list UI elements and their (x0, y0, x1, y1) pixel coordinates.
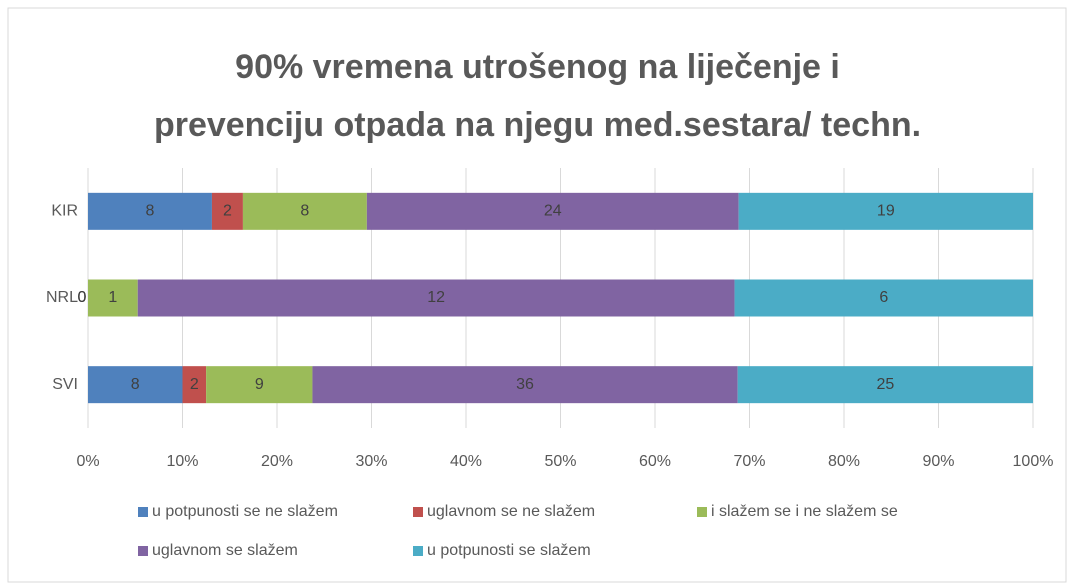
x-tick-label: 30% (355, 453, 387, 470)
legend-marker (413, 507, 423, 517)
data-label: 8 (146, 203, 155, 220)
y-tick-label: SVI (52, 376, 78, 393)
data-label: 0 (78, 289, 87, 306)
y-tick-label: KIR (51, 203, 78, 220)
data-label: 2 (223, 203, 232, 220)
x-tick-label: 0% (76, 453, 99, 470)
data-label: 0 (78, 289, 87, 306)
bar-segment (366, 192, 739, 230)
bar-segment (182, 366, 207, 404)
x-tick-label: 50% (544, 453, 576, 470)
legend-marker (138, 507, 148, 517)
bar-segment (206, 366, 313, 404)
x-tick-label: 80% (828, 453, 860, 470)
legend-marker (697, 507, 707, 517)
bar-segment (88, 192, 212, 230)
bar-segment (738, 192, 1033, 230)
data-label: 8 (300, 203, 309, 220)
bar-segment (734, 279, 1033, 317)
data-label: 25 (876, 376, 894, 393)
chart-title: 90% vremena utrošenog na liječenje i pre… (153, 48, 922, 144)
data-label: 36 (516, 376, 534, 393)
legend-label: i slažem se i ne slažem se (711, 503, 898, 520)
x-tick-label: 70% (733, 453, 765, 470)
bar-segment (88, 366, 183, 404)
x-tick-label: 90% (922, 453, 954, 470)
data-label: 19 (877, 203, 895, 220)
legend-marker (413, 546, 423, 556)
legend-label: uglavnom se slažem (152, 542, 298, 559)
data-label: 8 (131, 376, 140, 393)
legend-label: u potpunosti se slažem (427, 542, 591, 559)
data-label: 9 (255, 376, 264, 393)
bar-segment (137, 279, 735, 317)
x-tick-label: 40% (450, 453, 482, 470)
data-label: 6 (879, 289, 888, 306)
bar-segment (211, 192, 243, 230)
data-label: 1 (108, 289, 117, 306)
legend-label: u potpunosti se ne slažem (152, 503, 338, 520)
x-tick-label: 20% (261, 453, 293, 470)
x-tick-label: 60% (639, 453, 671, 470)
x-tick-label: 10% (166, 453, 198, 470)
legend-label: uglavnom se ne slažem (427, 503, 595, 520)
y-tick-label: NRL (46, 289, 78, 306)
bar-segment (312, 366, 738, 404)
x-tick-label: 100% (1013, 453, 1054, 470)
data-label: 2 (190, 376, 199, 393)
data-label: 12 (427, 289, 445, 306)
bar-segment (88, 279, 138, 317)
bar-segment (737, 366, 1033, 404)
data-label: 24 (544, 203, 562, 220)
bar-segment (242, 192, 367, 230)
legend-marker (138, 546, 148, 556)
